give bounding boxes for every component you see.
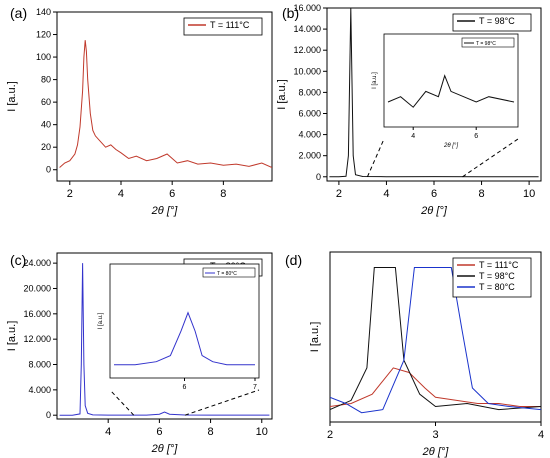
- y-tick-label: 8.000: [298, 87, 321, 97]
- inset-x-tick-label: 7: [253, 384, 257, 391]
- y-tick-label: 80: [41, 75, 51, 85]
- inset-y-label: I [a.u.]: [372, 72, 378, 89]
- x-tick-label: 4: [118, 188, 124, 200]
- x-tick-label: 6: [431, 188, 437, 200]
- inset-x-tick-label: 6: [183, 384, 187, 391]
- inset-legend-entry: T = 98°C: [476, 41, 496, 47]
- x-tick-label: 2: [327, 429, 333, 441]
- legend-box: [452, 13, 532, 32]
- series-line-0: [330, 367, 541, 407]
- x-tick-label: 4: [105, 426, 111, 438]
- x-tick-label: 10: [256, 426, 268, 438]
- y-tick-label: 20: [41, 142, 51, 152]
- y-tick-label: 20.000: [23, 283, 51, 293]
- panel-1: (b) 2 4 6 8 10 0 2.000 4.000 6.000 8.000 10.000 12.0…: [276, 3, 542, 217]
- x-tick-label: 8: [478, 188, 484, 200]
- inset-x-label: 2θ [°]: [443, 143, 458, 149]
- y-tick-label: 14.000: [293, 24, 321, 34]
- zoom-connector-left: [366, 138, 385, 177]
- series-line-0: [59, 263, 270, 416]
- inset-series-line: [114, 311, 255, 366]
- y-tick-label: 0: [316, 172, 321, 182]
- x-tick-label: 8: [220, 188, 226, 200]
- y-tick-label: 4.000: [298, 130, 321, 140]
- x-tick-label: 10: [523, 188, 535, 200]
- y-axis-label: I [a.u.]: [276, 79, 288, 110]
- y-tick-label: 12.000: [293, 45, 321, 55]
- legend-entry: T = 98°C: [479, 271, 515, 281]
- y-tick-label: 4.000: [28, 385, 51, 395]
- x-axis-label: 2θ [°]: [422, 446, 450, 458]
- y-tick-label: 2.000: [298, 151, 321, 161]
- x-tick-label: 4: [383, 188, 389, 200]
- x-tick-label: 8: [208, 426, 214, 438]
- y-tick-label: 60: [41, 97, 51, 107]
- inset-y-label: I [a.u.]: [98, 312, 104, 329]
- legend-entry: T = 80°C: [479, 282, 515, 292]
- legend-entry: T = 111°C: [210, 20, 250, 30]
- x-tick-label: 6: [169, 188, 175, 200]
- y-axis-label: I [a.u.]: [6, 321, 18, 352]
- inset-x-tick-label: 6: [474, 133, 478, 140]
- zoom-connector-left: [109, 389, 135, 416]
- inset-legend-entry: T = 80°C: [217, 271, 237, 277]
- inset-series-line: [387, 74, 515, 108]
- plot-frame: [56, 252, 273, 420]
- x-tick-label: 2: [67, 188, 73, 200]
- series-line-1: [330, 267, 541, 411]
- inset-legend-box: [202, 267, 256, 278]
- panel-3: (d) 2 3 4 2θ [°] I [a.u.] T = 111°CT = 98°CT =…: [285, 251, 544, 458]
- y-tick-label: 10.000: [293, 66, 321, 76]
- y-axis-label: I [a.u.]: [309, 322, 321, 353]
- legend-entry: T = 111°C: [479, 260, 519, 270]
- y-tick-label: 100: [36, 52, 51, 62]
- x-tick-label: 4: [538, 429, 544, 441]
- series-line-0: [59, 40, 272, 168]
- y-tick-label: 0: [46, 165, 51, 175]
- x-tick-label: 2: [336, 188, 342, 200]
- series-line-0: [329, 8, 539, 178]
- y-axis-label: I [a.u.]: [6, 81, 18, 112]
- y-tick-label: 16.000: [23, 309, 51, 319]
- y-tick-label: 12.000: [23, 334, 51, 344]
- x-tick-label: 3: [432, 429, 438, 441]
- x-axis-label: 2θ [°]: [151, 443, 179, 455]
- panel-label: (d): [285, 252, 302, 268]
- x-axis-label: 2θ [°]: [420, 205, 448, 217]
- inset-x-tick-label: 4: [411, 133, 415, 140]
- plot-frame: [56, 11, 273, 182]
- panel-label: (b): [282, 5, 299, 21]
- y-tick-label: 0: [46, 410, 51, 420]
- zoom-connector-right: [462, 138, 519, 178]
- inset-frame: [383, 33, 519, 128]
- y-tick-label: 6.000: [298, 108, 321, 118]
- y-tick-label: 8.000: [28, 360, 51, 370]
- x-tick-label: 6: [156, 426, 162, 438]
- inset-legend-box: [461, 37, 515, 48]
- y-tick-label: 140: [36, 7, 51, 17]
- y-tick-label: 40: [41, 120, 51, 130]
- y-tick-label: 24.000: [23, 258, 51, 268]
- panel-label: (c): [10, 252, 26, 268]
- x-axis-label: 2θ [°]: [151, 205, 179, 217]
- zoom-connector-right: [184, 389, 260, 416]
- series-line-2: [330, 267, 541, 414]
- y-tick-label: 120: [36, 30, 51, 40]
- y-tick-label: 16.000: [293, 3, 321, 13]
- panel-label: (a): [10, 5, 27, 21]
- legend-box: [183, 17, 263, 36]
- panel-2: (c) 4 6 8 10 0 4.000 8.000 12.000 16.000 20.000 24.…: [6, 252, 273, 455]
- legend-entry: T = 98°C: [479, 16, 515, 26]
